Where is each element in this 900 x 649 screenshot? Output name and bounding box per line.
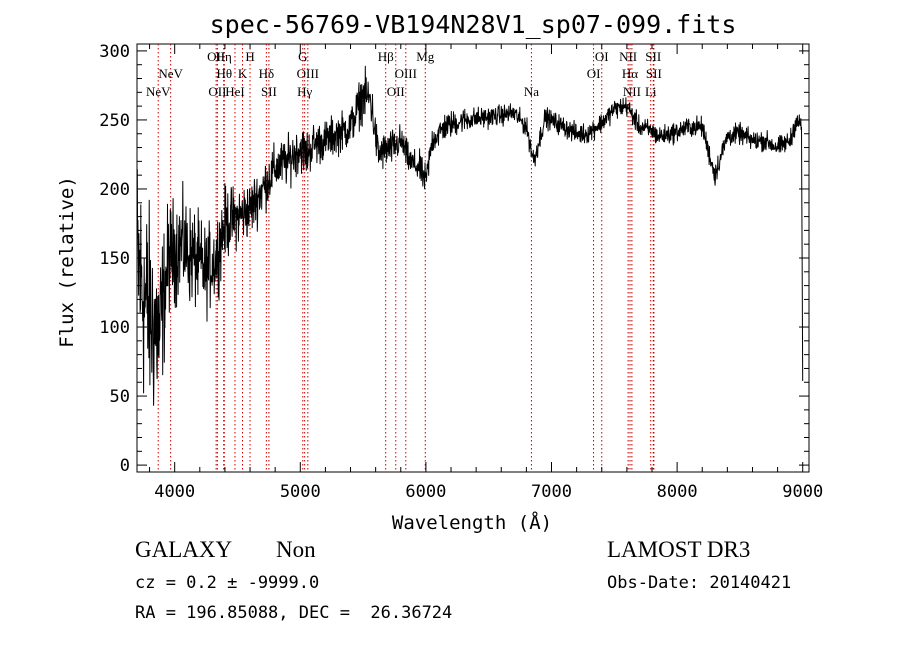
y-tick-label: 100 xyxy=(99,318,130,338)
line-label: Li xyxy=(645,84,657,99)
spectrum-line xyxy=(136,65,804,406)
line-label: Hβ xyxy=(378,49,394,64)
x-axis-label: Wavelength (Å) xyxy=(392,511,552,534)
line-label: Hθ xyxy=(216,66,232,81)
object-subclass: Non xyxy=(276,537,316,562)
line-label: NeV xyxy=(146,84,171,99)
plot-frame xyxy=(136,43,810,473)
line-label: SII xyxy=(645,49,661,64)
line-label: Hδ xyxy=(259,66,275,81)
axis-layer: 4000 5000 6000 7000 8000 9000 0 50 100 150 200 250 3… xyxy=(99,42,823,502)
line-label: Hη xyxy=(216,49,232,64)
coordinates-readout: RA = 196.85088, DEC = 26.36724 xyxy=(135,603,453,623)
line-label-layer: NeVNeVOIIOIIHηHθHeIKHHδSIIGOIIIHγHβOIIOI… xyxy=(146,49,662,99)
line-label: HeI xyxy=(225,84,245,99)
line-label: K xyxy=(238,66,248,81)
y-tick-label: 50 xyxy=(110,387,130,407)
x-tick-label: 9000 xyxy=(782,482,823,502)
object-class: GALAXY xyxy=(135,537,233,562)
line-label: SII xyxy=(646,66,662,81)
line-label: OII xyxy=(208,84,226,99)
line-label: OIII xyxy=(395,66,417,81)
y-tick-label: 250 xyxy=(99,111,130,131)
line-label: NII xyxy=(619,49,637,64)
observation-date: Obs-Date: 20140421 xyxy=(607,573,792,593)
y-tick-label: 200 xyxy=(99,180,130,200)
line-label: H xyxy=(245,49,254,64)
spectrum-layer xyxy=(136,65,804,406)
x-tick-label: 4000 xyxy=(154,482,195,502)
x-tick-label: 6000 xyxy=(405,482,446,502)
line-label: Mg xyxy=(416,49,435,64)
y-tick-label: 300 xyxy=(99,42,130,62)
line-label: G xyxy=(298,49,307,64)
line-label: SII xyxy=(261,84,277,99)
line-label: OI xyxy=(587,66,601,81)
x-tick-label: 8000 xyxy=(657,482,698,502)
x-tick-label: 5000 xyxy=(280,482,321,502)
line-label: NII xyxy=(623,84,641,99)
redshift-readout: cz = 0.2 ± -9999.0 xyxy=(135,573,320,593)
line-label: OI xyxy=(595,49,609,64)
line-label: Na xyxy=(524,84,539,99)
y-axis-label: Flux (relative) xyxy=(56,176,78,348)
x-tick-label: 7000 xyxy=(531,482,572,502)
y-tick-label: 0 xyxy=(120,456,130,476)
line-label: OII xyxy=(387,84,405,99)
line-label: NeV xyxy=(158,66,183,81)
chart-title: spec-56769-VB194N28V1_sp07-099.fits xyxy=(210,10,737,39)
y-tick-label: 150 xyxy=(99,249,130,269)
line-label: Hγ xyxy=(297,84,312,99)
line-label: Hα xyxy=(622,66,638,81)
line-label: OIII xyxy=(297,66,319,81)
line-marker-layer xyxy=(157,44,655,472)
survey-name: LAMOST DR3 xyxy=(607,537,751,562)
line-label: OII xyxy=(207,49,225,64)
